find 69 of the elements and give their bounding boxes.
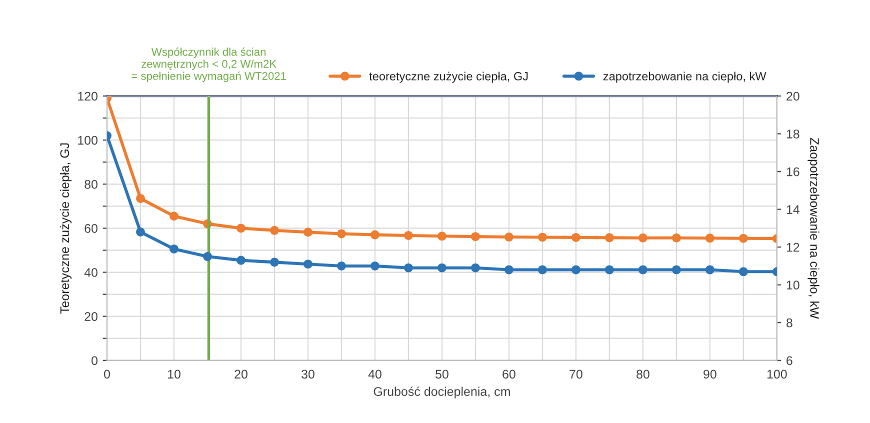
legend-label: teoretyczne zużycie ciepła, GJ: [369, 72, 528, 83]
point: [336, 261, 346, 270]
point: [236, 256, 246, 265]
point: [470, 232, 480, 242]
y2-tick-label: 18: [786, 130, 800, 138]
point: [169, 244, 179, 254]
y2-tick-label: 12: [786, 242, 800, 252]
point: [604, 265, 614, 274]
point: [538, 265, 547, 274]
ref-line-label: Współczynnik dla ścian zewnętrznych < 0,2 W/m2K = spełnienie wymagań WT2021: [132, 48, 286, 82]
point: [571, 232, 580, 242]
point: [604, 233, 614, 242]
point: [404, 230, 413, 240]
x-tick-label: 90: [704, 370, 716, 379]
x-tick-label: 10: [168, 370, 180, 379]
x-tick-label: 70: [570, 370, 582, 379]
point: [504, 265, 514, 274]
point: [705, 234, 714, 243]
x-tick-label: 20: [234, 370, 248, 379]
y2-tick-label: 16: [786, 167, 800, 176]
point: [738, 234, 748, 243]
x-tick-label: 30: [302, 370, 314, 379]
point: [705, 265, 714, 274]
x-tick-label: 80: [636, 370, 650, 379]
y2-tick-label: 14: [786, 205, 800, 214]
y2-axis-title: Zaopotrzebowanie na ciepło, kW: [808, 138, 820, 319]
point: [236, 224, 246, 233]
y2-tick-label: 10: [786, 280, 800, 290]
point: [303, 228, 312, 237]
y-tick-label: 120: [78, 92, 98, 101]
y-tick-label: 0: [92, 356, 98, 366]
point: [370, 230, 380, 240]
point: [504, 232, 514, 242]
x-axis-title: Grubość docieplenia, cm: [374, 386, 510, 398]
point: [270, 226, 279, 235]
x-tick-label: 100: [767, 370, 787, 379]
point: [336, 229, 346, 238]
x-tick-label: 40: [368, 370, 382, 379]
point: [270, 258, 279, 267]
y-tick-label: 60: [84, 224, 98, 233]
y-axis-title: Teoretyczne zużycie ciepła, GJ: [60, 143, 72, 314]
point: [738, 267, 748, 276]
y-tick-label: 100: [78, 136, 98, 145]
point: [202, 252, 212, 262]
point: [571, 265, 580, 274]
point: [169, 212, 179, 221]
y2-tick-label: 6: [786, 356, 792, 366]
y2-tick-label: 8: [786, 318, 792, 328]
point: [437, 263, 446, 272]
y2-tick-label: 20: [786, 92, 800, 101]
y-tick-label: 20: [84, 312, 98, 321]
point: [672, 265, 681, 274]
point: [370, 261, 380, 270]
point: [404, 263, 413, 272]
x-tick-label: 50: [436, 370, 448, 379]
y-tick-label: 40: [84, 268, 98, 277]
point: [437, 232, 446, 241]
point: [672, 233, 681, 242]
point: [470, 263, 480, 272]
point: [538, 232, 547, 242]
point: [638, 265, 648, 274]
x-tick-label: 60: [502, 370, 516, 379]
point: [136, 194, 146, 203]
y-tick-label: 80: [84, 180, 98, 189]
legend-label: zapotrzebowanie na ciepło, kW: [603, 72, 766, 83]
point: [303, 260, 312, 269]
point: [638, 233, 648, 242]
x-tick-label: 0: [104, 370, 110, 379]
point: [136, 227, 146, 236]
